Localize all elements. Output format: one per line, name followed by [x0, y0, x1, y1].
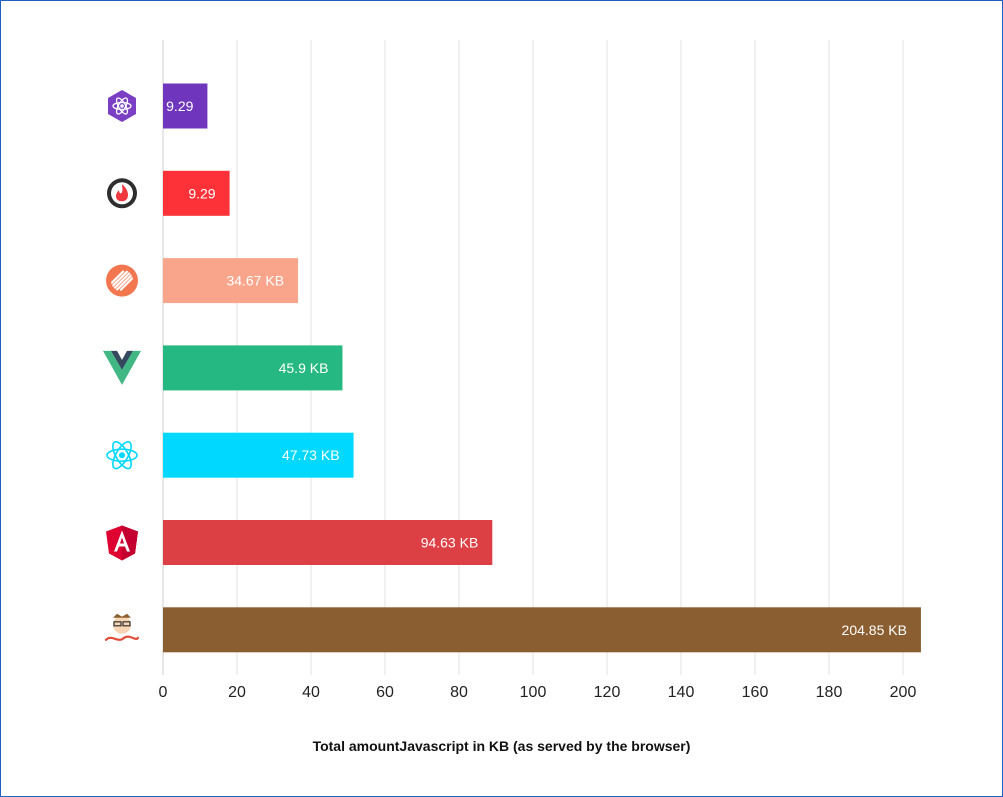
x-tick-labels: 0 20 40 60 80 100 120 140 160 180 200 [159, 684, 917, 701]
bar [163, 345, 343, 391]
bar [163, 607, 921, 653]
x-tick-label: 40 [302, 684, 320, 701]
x-tick-label: 200 [890, 684, 917, 701]
bar-data-label: 94.63 KB [421, 535, 479, 551]
bar-data-label: 9.29 [188, 185, 215, 201]
bar [163, 432, 354, 478]
x-tick-label: 160 [742, 684, 769, 701]
x-tick-label: 60 [376, 684, 394, 701]
x-tick-label: 120 [594, 684, 621, 701]
x-tick-label: 80 [450, 684, 468, 701]
preact-logo-icon [106, 264, 138, 297]
bar-data-label: 47.73 KB [282, 447, 340, 463]
row-icons [103, 90, 141, 641]
react-logo-icon [106, 441, 138, 470]
bar [163, 258, 299, 304]
bar-data-label: 34.67 KB [226, 273, 284, 289]
x-tick-label: 140 [668, 684, 695, 701]
atom-icon [108, 90, 136, 122]
bar-data-label: 9.29 [166, 98, 193, 114]
ember-logo-icon [104, 613, 140, 641]
bar-data-label: 45.9 KB [279, 360, 329, 376]
x-tick-label: 0 [159, 684, 168, 701]
tinder-flame-icon [107, 178, 137, 209]
bar [163, 170, 230, 216]
x-tick-label: 20 [228, 684, 246, 701]
x-tick-label: 180 [816, 684, 843, 701]
bars: 9.29 9.29 34.67 KB 45.9 KB 47.73 KB 94.63 KB 2… [163, 83, 921, 653]
vue-logo-icon [103, 350, 141, 385]
angular-logo-icon [106, 525, 138, 561]
gridlines [162, 40, 904, 675]
bar [163, 83, 208, 129]
x-axis-title: Total amountJavascript in KB (as served … [312, 738, 691, 754]
bar [163, 520, 493, 565]
bar-data-label: 204.85 KB [842, 622, 907, 638]
x-tick-label: 100 [520, 684, 547, 701]
